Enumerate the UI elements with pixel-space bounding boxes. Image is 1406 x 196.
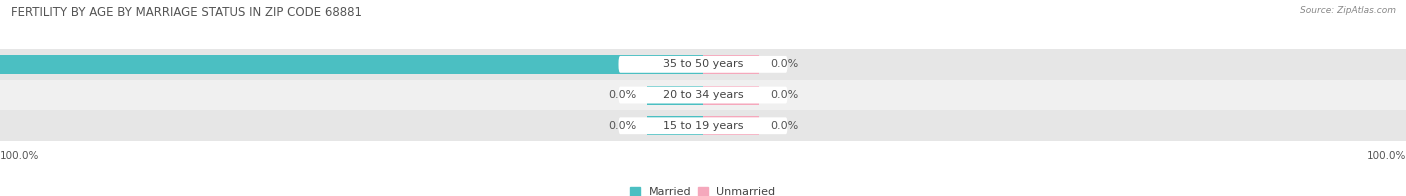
Text: 100.0%: 100.0% bbox=[1367, 151, 1406, 161]
Text: 35 to 50 years: 35 to 50 years bbox=[662, 59, 744, 69]
Text: 0.0%: 0.0% bbox=[770, 121, 799, 131]
Legend: Married, Unmarried: Married, Unmarried bbox=[626, 182, 780, 196]
Text: 0.0%: 0.0% bbox=[607, 90, 637, 100]
Text: FERTILITY BY AGE BY MARRIAGE STATUS IN ZIP CODE 68881: FERTILITY BY AGE BY MARRIAGE STATUS IN Z… bbox=[11, 6, 363, 19]
Bar bbox=[0, 80, 1406, 110]
Bar bbox=[0, 55, 703, 74]
Text: 15 to 19 years: 15 to 19 years bbox=[662, 121, 744, 131]
Bar bbox=[703, 55, 759, 74]
FancyBboxPatch shape bbox=[619, 87, 787, 103]
FancyBboxPatch shape bbox=[619, 56, 787, 73]
Text: 0.0%: 0.0% bbox=[770, 90, 799, 100]
Bar bbox=[647, 85, 703, 105]
Text: 0.0%: 0.0% bbox=[770, 59, 799, 69]
Text: 100.0%: 100.0% bbox=[0, 151, 39, 161]
Text: 20 to 34 years: 20 to 34 years bbox=[662, 90, 744, 100]
Bar bbox=[703, 116, 759, 135]
Bar bbox=[703, 85, 759, 105]
Bar bbox=[647, 116, 703, 135]
FancyBboxPatch shape bbox=[619, 117, 787, 134]
Bar bbox=[0, 49, 1406, 80]
Text: 0.0%: 0.0% bbox=[607, 121, 637, 131]
Bar bbox=[0, 110, 1406, 141]
Text: Source: ZipAtlas.com: Source: ZipAtlas.com bbox=[1301, 6, 1396, 15]
